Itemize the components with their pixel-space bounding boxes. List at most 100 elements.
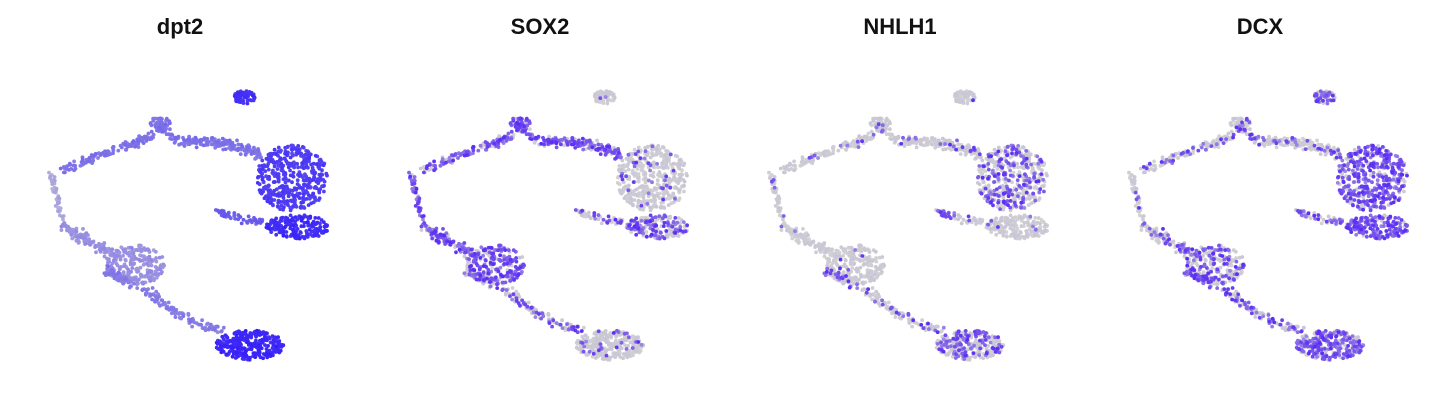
cell-point (675, 220, 680, 225)
cell-point (477, 277, 482, 282)
cell-point (645, 201, 650, 206)
cell-point (230, 338, 235, 343)
cell-point (603, 349, 608, 354)
cell-point (681, 220, 686, 225)
cell-point (581, 349, 586, 354)
cell-point (573, 145, 578, 150)
cell-point (503, 248, 508, 253)
cell-point (604, 340, 609, 344)
cell-point (447, 155, 452, 160)
cell-point (481, 270, 486, 275)
cell-point (1037, 196, 1042, 201)
cell-point (201, 143, 206, 148)
cell-point (499, 247, 504, 252)
cell-point (672, 172, 677, 177)
cell-point (322, 183, 326, 188)
cell-point (116, 249, 120, 253)
cell-point (828, 253, 833, 257)
cell-point (296, 233, 301, 238)
cell-point (592, 94, 597, 98)
cell-point (992, 227, 997, 232)
scatter-plot (767, 89, 1049, 362)
cell-point (554, 321, 559, 326)
cell-point (262, 331, 267, 336)
cell-point (469, 247, 474, 252)
cell-point (965, 98, 970, 103)
cell-point (158, 122, 163, 127)
cell-point (159, 271, 164, 276)
cell-point (484, 147, 489, 152)
cell-point (804, 157, 809, 162)
cell-point (260, 158, 265, 163)
cell-point (631, 189, 636, 194)
cell-point (280, 184, 285, 188)
cell-point (636, 172, 641, 176)
cell-point (514, 256, 518, 260)
cell-point (541, 135, 545, 140)
cell-point (495, 282, 499, 287)
cell-point (977, 182, 982, 187)
cell-point (272, 164, 277, 169)
cell-point (611, 331, 616, 335)
cell-point (422, 170, 426, 175)
cell-point (93, 243, 98, 248)
cell-point (961, 217, 966, 222)
cell-point (214, 140, 219, 145)
cell-point (462, 241, 467, 245)
cell-point (304, 174, 309, 179)
cell-point (1011, 170, 1016, 175)
cell-point (496, 269, 501, 274)
cell-point (442, 233, 446, 238)
cell-point (264, 351, 269, 356)
cell-point (1003, 180, 1008, 185)
cell-point (664, 149, 669, 153)
cell-point (653, 215, 658, 220)
cell-point (254, 219, 259, 224)
cell-point (317, 172, 322, 177)
cell-point (61, 217, 65, 222)
cell-point (639, 203, 644, 208)
cell-point (425, 164, 429, 169)
cell-point (603, 329, 608, 333)
cell-point (627, 348, 632, 353)
cell-point (554, 141, 559, 146)
cell-point (873, 269, 878, 274)
cell-point (504, 139, 509, 143)
cell-point (630, 346, 635, 350)
cell-point (190, 324, 195, 329)
cell-point (502, 254, 506, 259)
cell-point (472, 268, 477, 273)
cell-point (299, 200, 304, 205)
cell-point (599, 345, 604, 350)
cell-point (193, 136, 198, 140)
cell-point (664, 162, 669, 167)
cell-point (271, 338, 276, 343)
cell-point (142, 257, 147, 262)
cell-point (221, 325, 226, 330)
cell-point (276, 223, 280, 228)
cell-point (664, 183, 669, 188)
cell-point (582, 344, 587, 349)
cell-point (153, 265, 158, 269)
cell-point (808, 159, 812, 163)
cell-point (485, 145, 490, 149)
cell-point (626, 188, 631, 193)
cell-point (527, 132, 531, 137)
cell-point (847, 253, 852, 258)
cell-point (161, 129, 166, 134)
cell-point (885, 306, 889, 311)
panel-title: NHLH1 (863, 14, 937, 39)
cell-point (798, 163, 803, 168)
cell-point (304, 197, 309, 201)
cell-point (173, 315, 178, 319)
cell-point (636, 226, 641, 231)
cell-point (554, 137, 558, 141)
cell-point (657, 236, 662, 241)
cell-point (500, 288, 505, 292)
cell-point (510, 286, 515, 290)
cell-point (154, 256, 159, 260)
cell-point (103, 149, 107, 154)
cell-point (518, 303, 522, 308)
cell-point (474, 248, 479, 253)
cell-point (246, 334, 250, 339)
